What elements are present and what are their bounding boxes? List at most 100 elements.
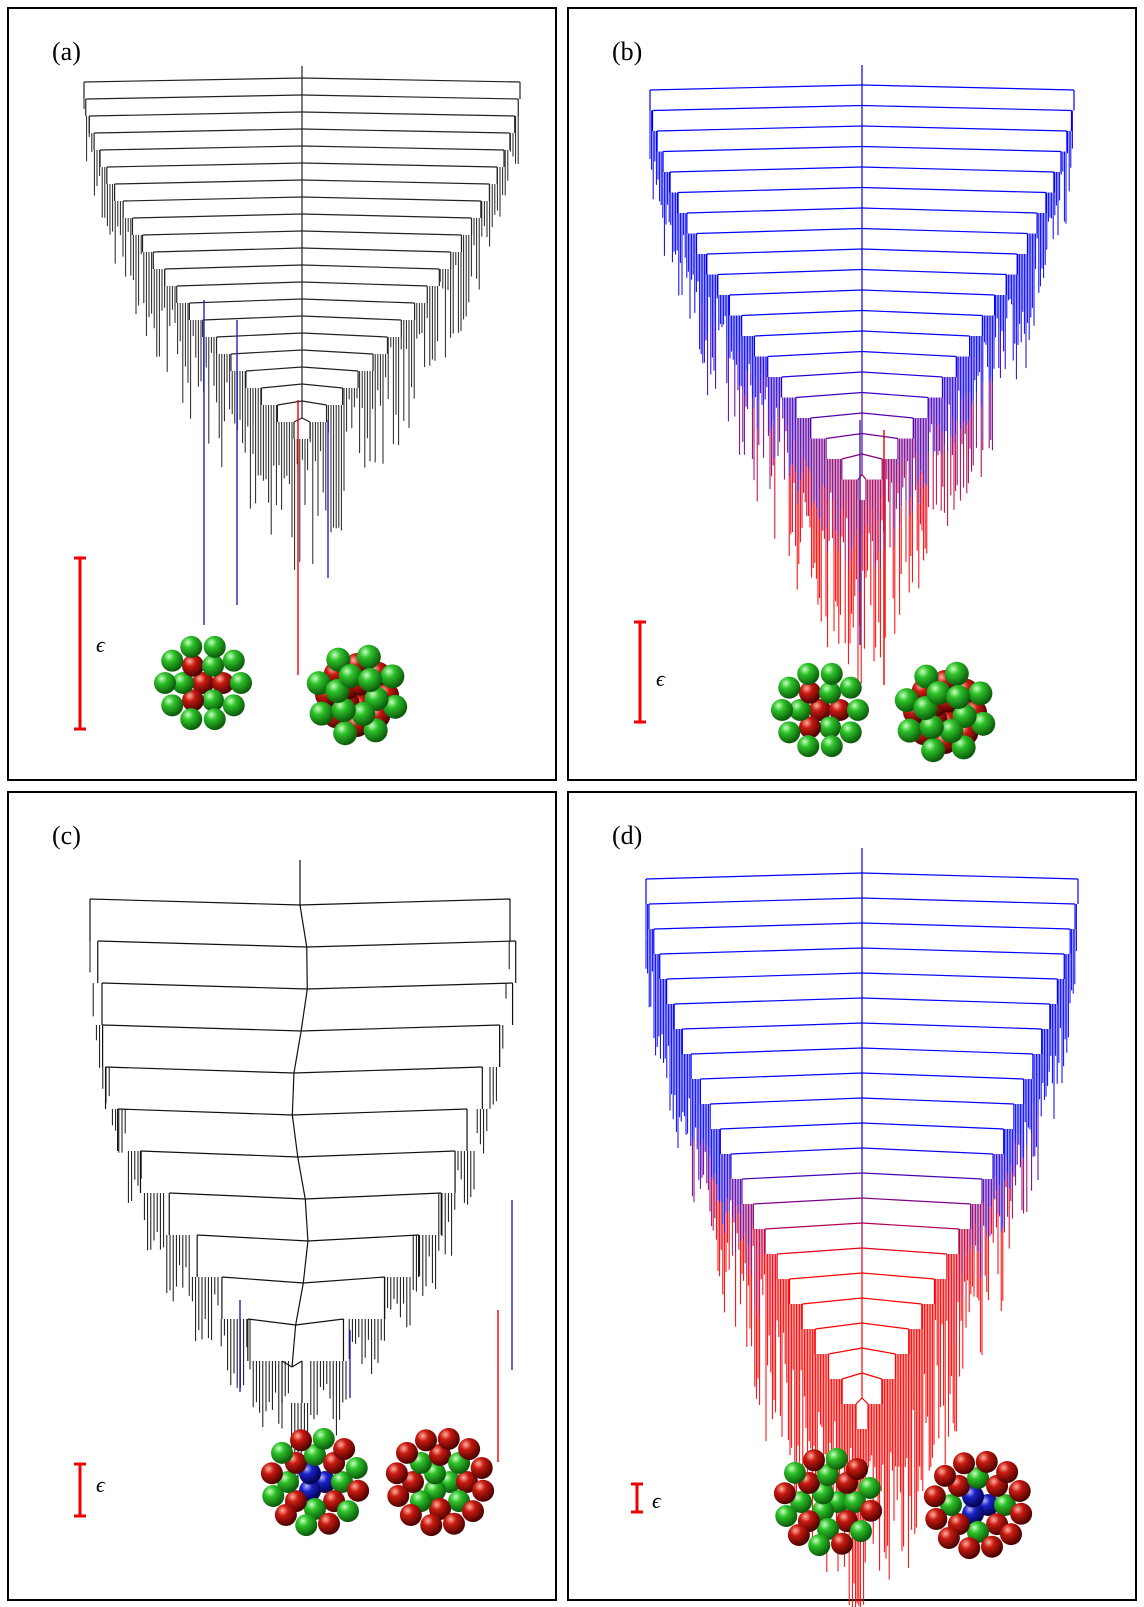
branch [118, 1109, 293, 1115]
atom [262, 1485, 284, 1507]
branch [842, 1373, 862, 1379]
atom [775, 1505, 797, 1527]
atom [945, 662, 969, 686]
branch [654, 923, 862, 929]
atom [380, 664, 404, 688]
branch [657, 126, 862, 131]
atom [386, 1462, 408, 1484]
atom [438, 1428, 460, 1450]
branch [753, 1198, 862, 1204]
branch [862, 167, 1054, 172]
branch [782, 372, 862, 377]
branch [302, 299, 415, 303]
atom [333, 721, 357, 745]
trunk [292, 1115, 297, 1157]
atom [400, 1504, 422, 1526]
branch [862, 948, 1064, 954]
branch [197, 1235, 308, 1241]
branch [107, 163, 302, 167]
branch [102, 983, 307, 989]
branch [663, 147, 862, 152]
atom [161, 650, 183, 672]
atom [1000, 1523, 1022, 1545]
branch [862, 1298, 922, 1304]
atom [808, 1534, 830, 1556]
atom [271, 1442, 293, 1464]
branch [296, 1319, 344, 1325]
branch [307, 941, 516, 947]
branch [670, 167, 862, 172]
branch [165, 265, 302, 269]
branch [790, 1273, 862, 1279]
branch [862, 126, 1067, 131]
atom [981, 1536, 1003, 1558]
atom [797, 663, 819, 685]
disconnectivity-tree [84, 66, 520, 675]
scale-label: ϵ [96, 632, 106, 657]
branch [650, 85, 862, 90]
atom [290, 1429, 312, 1451]
scale-label: ϵ [652, 1488, 662, 1513]
branch [302, 384, 343, 388]
branch [261, 384, 302, 388]
atom [318, 1513, 340, 1535]
branch [100, 146, 302, 150]
branch [153, 248, 302, 252]
branch [302, 333, 387, 337]
panel-frame [8, 8, 556, 780]
panel-label: (d) [612, 821, 642, 850]
branch [169, 1193, 305, 1199]
branch [862, 229, 1027, 234]
trunk [292, 1325, 296, 1367]
branch [302, 418, 310, 422]
atom [996, 1461, 1018, 1483]
trunk [303, 1241, 308, 1283]
atom [921, 738, 945, 762]
atom [357, 645, 381, 669]
branch [862, 1248, 947, 1254]
atom [182, 655, 204, 677]
atom [275, 1504, 297, 1526]
branch [660, 948, 862, 954]
branch [302, 265, 439, 269]
atom [953, 1452, 975, 1474]
atom [846, 1458, 868, 1480]
atom [462, 1500, 484, 1522]
branch [682, 1023, 862, 1029]
branch [106, 1067, 294, 1073]
branch [292, 1109, 467, 1115]
branch [302, 146, 504, 150]
atom [387, 1485, 409, 1507]
branch [646, 873, 862, 879]
branch [862, 1173, 982, 1179]
branch [742, 1173, 862, 1179]
atom [443, 1513, 465, 1535]
branch [697, 229, 862, 234]
branch [302, 282, 427, 286]
branch [308, 1235, 419, 1241]
branch [862, 188, 1046, 193]
atom [788, 1524, 810, 1546]
branch [301, 1025, 500, 1031]
atom [850, 1520, 872, 1542]
atom [771, 699, 793, 721]
atom [420, 1514, 442, 1536]
cluster-image [774, 1448, 882, 1556]
branch [84, 78, 302, 82]
branch [707, 249, 862, 254]
branch [765, 1223, 862, 1229]
branch [302, 180, 489, 184]
atom [1010, 1503, 1032, 1525]
branch [302, 350, 373, 354]
atom [471, 1457, 493, 1479]
atom [295, 1514, 317, 1536]
branch [302, 112, 515, 116]
branch [203, 316, 302, 320]
branch [302, 231, 461, 235]
atom [396, 1442, 418, 1464]
atom [358, 668, 382, 692]
scale-label: ϵ [96, 1472, 106, 1497]
branch [678, 188, 862, 193]
atom [847, 699, 869, 721]
branch [305, 1193, 441, 1199]
